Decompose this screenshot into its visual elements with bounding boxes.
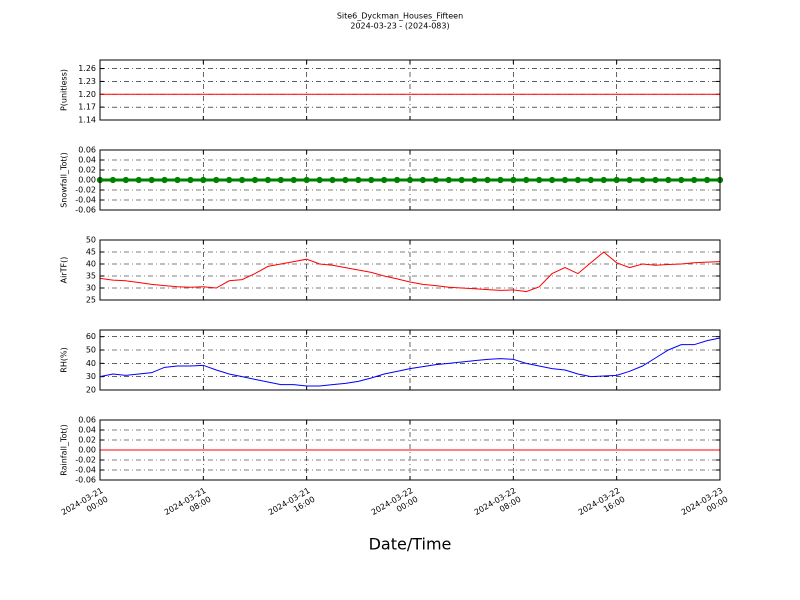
y-tick-label: 0.06 [78,416,96,425]
y-tick-label: 30 [86,284,96,293]
y-tick-label: 0.04 [78,426,96,435]
y-tick-label: 50 [86,236,96,245]
marker [600,176,607,184]
marker [406,176,414,184]
y-tick-label: 35 [86,272,96,281]
y-tick-label: 45 [86,248,96,257]
marker [174,176,181,184]
marker [510,176,517,184]
y-tick-label: 0.02 [78,436,96,445]
marker [445,176,452,184]
marker [678,176,685,184]
y-tick-label: 20 [86,386,96,395]
y-axis-label: RH(%) [60,347,69,372]
plot-frame [99,419,721,481]
marker [626,176,633,184]
y-tick-label: 1.20 [78,90,96,99]
marker [226,176,233,184]
series-line [99,251,721,293]
marker [471,176,478,184]
marker [303,176,310,184]
y-tick-label: 0.06 [78,146,96,155]
marker [458,176,465,184]
marker [393,176,401,184]
marker [419,176,427,184]
y-axis-label: P(unitless) [60,69,69,111]
marker [523,176,530,184]
plot-frame [99,329,721,391]
marker [251,176,259,184]
marker [432,176,439,184]
y-tick-label: -0.06 [75,476,96,485]
marker [574,176,582,184]
y-tick-label: 40 [86,260,96,269]
y-tick-label: -0.02 [75,186,96,195]
y-tick-label: 25 [86,296,96,305]
y-tick-label: 50 [86,346,96,355]
x-axis-label: Date/Time [369,535,452,554]
marker [187,176,194,184]
y-tick-label: 1.26 [78,64,96,73]
marker [691,176,698,184]
y-tick-label: -0.06 [75,206,96,215]
y-tick-label: -0.04 [75,466,96,475]
marker [536,176,543,184]
y-axis-label: Rainfall_Tot() [60,424,69,476]
marker [148,176,155,184]
marker [213,176,220,184]
marker [161,176,168,184]
y-tick-label: 40 [86,359,96,368]
marker [342,176,349,184]
marker [368,176,375,184]
y-tick-label: 0.04 [78,156,96,165]
marker [703,176,711,184]
y-axis-label: Snowfall_Tot() [60,152,69,208]
marker [484,176,491,184]
y-tick-label: -0.04 [75,196,96,205]
marker [238,176,246,184]
marker [639,176,646,184]
marker [316,176,323,184]
y-tick-label: 0.00 [78,446,96,455]
chart-title: Site6_Dyckman_Houses_Fifteen [337,12,463,21]
marker [109,176,117,184]
y-axis-label: AirTF() [60,257,69,284]
marker [561,176,569,184]
marker [381,176,388,184]
y-tick-label: 1.23 [78,77,96,86]
series-line [99,337,721,387]
y-tick-label: 30 [86,372,96,381]
marker [200,176,207,184]
chart-subtitle: 2024-03-23 - (2024-083) [350,22,449,31]
marker [264,176,272,184]
marker [290,176,297,184]
plot-frame [99,149,721,211]
y-tick-label: 1.14 [78,116,96,125]
marker [587,176,594,184]
marker [355,176,362,184]
marker [548,176,556,184]
marker [135,176,142,184]
y-tick-label: 1.17 [78,103,96,112]
y-tick-label: -0.02 [75,456,96,465]
marker [277,176,284,184]
y-tick-label: 60 [86,332,96,341]
plot-frame [99,59,721,121]
marker [652,176,659,184]
y-tick-label: 0.00 [78,176,96,185]
y-tick-label: 0.02 [78,166,96,175]
plot-frame [99,239,721,301]
marker [665,176,672,184]
marker [122,176,129,184]
marker [613,176,620,184]
marker [329,176,336,184]
marker [497,176,504,184]
